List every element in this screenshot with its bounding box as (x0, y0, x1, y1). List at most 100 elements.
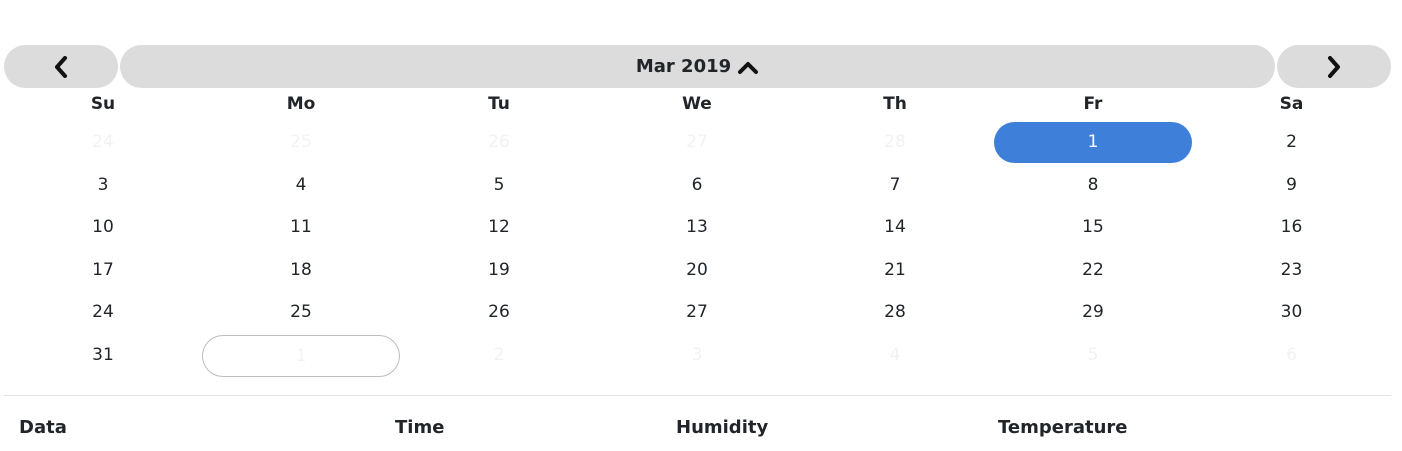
calendar-day[interactable]: 30 (1192, 291, 1391, 334)
calendar-day[interactable]: 28 (796, 291, 994, 334)
other-month-day[interactable]: 28 (796, 121, 994, 164)
column-header-time: Time (395, 417, 445, 438)
calendar-day[interactable]: 5 (400, 164, 598, 207)
calendar-day[interactable]: 18 (202, 249, 400, 292)
weekday-label: Sa (1279, 94, 1304, 114)
day-number: 28 (884, 302, 906, 323)
calendar-day[interactable]: 24 (4, 291, 202, 334)
divider (4, 395, 1391, 396)
day-number: 3 (97, 174, 109, 195)
day-number: 1 (202, 334, 400, 377)
calendar-day[interactable]: 23 (1192, 249, 1391, 292)
day-number: 2 (493, 344, 505, 365)
day-number: 16 (1280, 217, 1303, 238)
day-number: 27 (686, 302, 708, 323)
weekday-label: Tu (488, 94, 510, 114)
day-number: 6 (1286, 344, 1297, 365)
day-number: 7 (889, 174, 901, 195)
weekday-label: Mo (286, 94, 316, 114)
calendar-day[interactable]: 4 (202, 164, 400, 207)
chevron-up-icon (738, 61, 759, 74)
other-month-day[interactable]: 24 (4, 121, 202, 164)
day-number: 15 (1082, 217, 1104, 238)
previous-month-button[interactable] (4, 45, 118, 88)
day-number: 21 (884, 259, 906, 280)
day-number: 26 (488, 132, 510, 153)
calendar-week-row: 10 11 12 13 14 15 16 (4, 206, 1391, 249)
calendar-day[interactable]: 26 (400, 291, 598, 334)
day-number: 22 (1082, 259, 1104, 280)
day-number: 23 (1280, 259, 1303, 280)
chevron-right-icon (1328, 55, 1340, 78)
calendar-week-row: 24 25 26 27 28 29 30 (4, 291, 1391, 334)
other-month-day[interactable]: 4 (796, 334, 994, 377)
day-number: 27 (686, 132, 708, 153)
other-month-day[interactable]: 27 (598, 121, 796, 164)
calendar-day[interactable]: 21 (796, 249, 994, 292)
today-day[interactable]: 1 (202, 334, 400, 377)
day-number: 5 (493, 174, 505, 195)
calendar-week-row: 17 18 19 20 21 22 23 (4, 249, 1391, 292)
calendar-weeks: 24 25 26 27 28 1 2 3 4 5 6 7 8 9 10 11 12 13 14 15 16 17 18 19 2… (4, 121, 1391, 377)
calendar-day[interactable]: 7 (796, 164, 994, 207)
day-number: 5 (1087, 344, 1099, 365)
calendar-day[interactable]: 8 (994, 164, 1192, 207)
calendar-day[interactable]: 15 (994, 206, 1192, 249)
calendar-day[interactable]: 6 (598, 164, 796, 207)
weekday-label: Su (90, 94, 116, 114)
calendar-navigation: Mar 2019 (4, 45, 1391, 88)
calendar-day[interactable]: 16 (1192, 206, 1391, 249)
calendar-day[interactable]: 13 (598, 206, 796, 249)
calendar-day[interactable]: 31 (4, 334, 202, 377)
day-number: 13 (686, 217, 708, 238)
other-month-day[interactable]: 3 (598, 334, 796, 377)
day-number: 8 (1087, 174, 1099, 195)
other-month-day[interactable]: 5 (994, 334, 1192, 377)
weekday-label: Fr (1083, 94, 1103, 114)
day-number: 6 (691, 174, 703, 195)
other-month-day[interactable]: 6 (1192, 334, 1391, 377)
day-number: 4 (889, 344, 901, 365)
next-month-button[interactable] (1277, 45, 1391, 88)
weekday-label: We (682, 94, 712, 114)
day-number: 19 (488, 259, 510, 280)
day-number: 20 (686, 259, 708, 280)
day-number: 11 (290, 217, 312, 238)
calendar-day[interactable]: 12 (400, 206, 598, 249)
month-year-toggle[interactable]: Mar 2019 (120, 45, 1275, 88)
day-number: 24 (92, 302, 114, 323)
calendar-day[interactable]: 27 (598, 291, 796, 334)
other-month-day[interactable]: 26 (400, 121, 598, 164)
calendar-day[interactable]: 14 (796, 206, 994, 249)
day-number: 26 (488, 302, 510, 323)
day-number: 1 (994, 122, 1192, 163)
day-number: 31 (92, 344, 114, 365)
selected-day[interactable]: 1 (994, 121, 1192, 164)
day-number: 25 (290, 302, 312, 323)
month-year-label: Mar 2019 (635, 56, 732, 77)
calendar-day[interactable]: 19 (400, 249, 598, 292)
day-number: 29 (1082, 302, 1104, 323)
calendar-day[interactable]: 11 (202, 206, 400, 249)
calendar-day[interactable]: 17 (4, 249, 202, 292)
calendar-day[interactable]: 22 (994, 249, 1192, 292)
calendar-day[interactable]: 10 (4, 206, 202, 249)
calendar-day[interactable]: 2 (1192, 121, 1391, 164)
calendar-day[interactable]: 9 (1192, 164, 1391, 207)
calendar-day[interactable]: 20 (598, 249, 796, 292)
day-number: 24 (92, 132, 114, 153)
day-number: 28 (884, 132, 906, 153)
day-number: 2 (1286, 132, 1297, 153)
day-number: 17 (92, 259, 114, 280)
day-number: 9 (1286, 174, 1297, 195)
day-number: 10 (92, 217, 114, 238)
day-number: 12 (488, 217, 510, 238)
column-header-temperature: Temperature (998, 417, 1128, 438)
calendar-day[interactable]: 3 (4, 164, 202, 207)
calendar-day[interactable]: 25 (202, 291, 400, 334)
other-month-day[interactable]: 2 (400, 334, 598, 377)
other-month-day[interactable]: 25 (202, 121, 400, 164)
day-number: 14 (884, 217, 906, 238)
calendar-day[interactable]: 29 (994, 291, 1192, 334)
weekday-header-row: Su Mo Tu We Th Fr Sa (4, 88, 1391, 121)
